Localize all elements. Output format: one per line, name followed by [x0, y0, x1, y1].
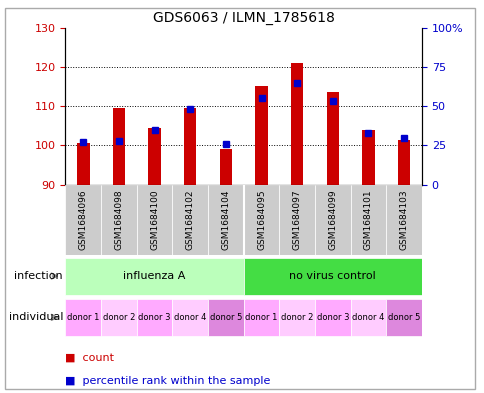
Text: donor 3: donor 3 [138, 313, 170, 322]
Bar [314, 185, 350, 255]
Bar [101, 185, 136, 255]
Text: donor 4: donor 4 [174, 313, 206, 322]
Bar [172, 299, 208, 336]
Bar [65, 185, 101, 255]
Bar [65, 257, 243, 295]
Bar [290, 63, 303, 185]
Bar [101, 299, 136, 336]
Text: ■  percentile rank within the sample: ■ percentile rank within the sample [65, 376, 270, 386]
Bar [112, 108, 125, 185]
Text: donor 1: donor 1 [67, 313, 99, 322]
Text: GSM1684101: GSM1684101 [363, 190, 372, 250]
Bar [208, 185, 243, 255]
Bar [208, 299, 243, 336]
Text: GSM1684098: GSM1684098 [114, 190, 123, 250]
Text: donor 3: donor 3 [316, 313, 348, 322]
Bar [243, 257, 421, 295]
Bar [397, 140, 409, 185]
Text: donor 5: donor 5 [387, 313, 420, 322]
Bar [279, 185, 314, 255]
Text: individual: individual [9, 312, 63, 322]
Bar [219, 149, 232, 185]
Bar [362, 130, 374, 185]
Bar [350, 299, 385, 336]
Text: donor 2: donor 2 [280, 313, 313, 322]
Bar [77, 143, 90, 185]
Bar [172, 185, 208, 255]
Bar [385, 185, 421, 255]
Text: GSM1684104: GSM1684104 [221, 190, 230, 250]
Bar [65, 299, 101, 336]
Bar [326, 92, 338, 185]
Text: GSM1684096: GSM1684096 [78, 190, 88, 250]
Bar [148, 128, 161, 185]
Bar [350, 185, 385, 255]
Text: donor 1: donor 1 [245, 313, 277, 322]
Text: influenza A: influenza A [123, 271, 185, 281]
Bar [243, 299, 279, 336]
Text: infection: infection [15, 271, 63, 281]
Bar [243, 185, 279, 255]
Text: GSM1684095: GSM1684095 [257, 190, 266, 250]
Text: donor 5: donor 5 [209, 313, 242, 322]
Text: ■  count: ■ count [65, 353, 114, 363]
Bar [279, 299, 314, 336]
Bar [136, 185, 172, 255]
Bar [183, 108, 196, 185]
Text: GSM1684100: GSM1684100 [150, 190, 159, 250]
Bar [255, 86, 267, 185]
Bar [136, 299, 172, 336]
Text: GSM1684099: GSM1684099 [328, 190, 337, 250]
Text: donor 4: donor 4 [351, 313, 384, 322]
Text: no virus control: no virus control [289, 271, 376, 281]
Text: GSM1684103: GSM1684103 [399, 190, 408, 250]
Text: donor 2: donor 2 [103, 313, 135, 322]
Bar [385, 299, 421, 336]
Text: GSM1684102: GSM1684102 [185, 190, 195, 250]
Text: GSM1684097: GSM1684097 [292, 190, 301, 250]
Bar [314, 299, 350, 336]
Title: GDS6063 / ILMN_1785618: GDS6063 / ILMN_1785618 [152, 11, 334, 25]
